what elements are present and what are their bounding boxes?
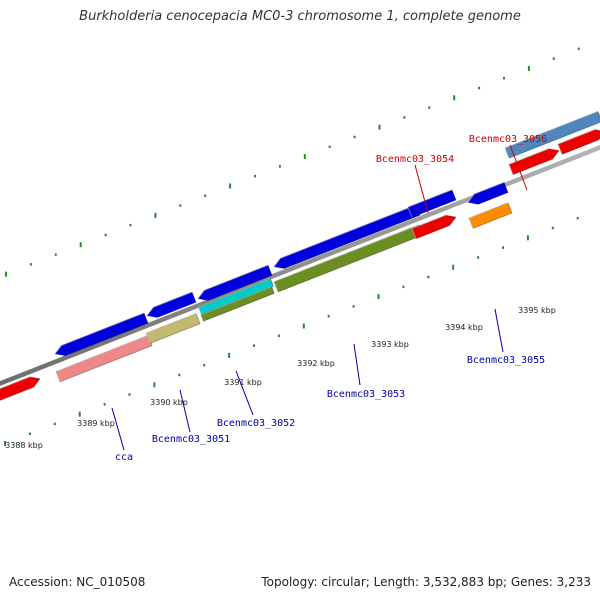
tick-marks xyxy=(4,47,580,447)
tick-label: 3394 kbp xyxy=(445,323,483,332)
cds-feature[interactable] xyxy=(145,312,201,344)
cds-feature[interactable] xyxy=(197,264,273,301)
gene-leader-line xyxy=(179,389,191,433)
gene-leader-line xyxy=(494,308,504,353)
backbone-line xyxy=(0,145,600,386)
tick-label: 3393 kbp xyxy=(371,340,409,349)
gene-leader-line xyxy=(414,164,429,214)
gene-label[interactable]: Bcenmc03_3052 xyxy=(217,418,295,429)
cds-feature[interactable] xyxy=(407,189,457,218)
map-title: Burkholderia cenocepacia MC0-3 chromosom… xyxy=(79,9,521,24)
tick-label: 3390 kbp xyxy=(150,398,188,407)
cds-feature[interactable] xyxy=(0,376,41,404)
cds-feature[interactable] xyxy=(199,286,275,322)
tick-label: 3389 kbp xyxy=(77,419,115,428)
cds-feature[interactable] xyxy=(508,148,560,175)
gene-label[interactable]: Bcenmc03_3053 xyxy=(327,389,405,400)
gene-label[interactable]: Bcenmc03_3054 xyxy=(376,154,454,165)
gene-features xyxy=(0,110,600,404)
gene-leader-line xyxy=(235,370,254,416)
gene-label[interactable]: Bcenmc03_3055 xyxy=(467,355,545,366)
accession-label: Accession: NC_010508 xyxy=(9,575,146,589)
cds-feature[interactable] xyxy=(504,110,600,159)
cds-feature[interactable] xyxy=(411,214,457,240)
cds-feature[interactable] xyxy=(468,202,513,229)
tick-labels: 3388 kbp 3389 kbp 3390 kbp 3391 kbp 3392 kbp… xyxy=(5,306,556,450)
cds-feature[interactable] xyxy=(54,312,149,357)
gene-leader-line xyxy=(353,343,361,386)
chromosome-backbone xyxy=(0,145,600,386)
tick-label: 3388 kbp xyxy=(5,441,43,450)
genome-summary: Topology: circular; Length: 3,532,883 bp… xyxy=(261,575,591,589)
tick-label: 3392 kbp xyxy=(297,359,335,368)
gene-leader-line xyxy=(509,144,528,191)
tick-label: 3391 kbp xyxy=(224,378,262,387)
cds-feature[interactable] xyxy=(146,291,197,318)
gene-labels: Bcenmc03_3054 Bcenmc03_3056 Bcenmc03_3055 B… xyxy=(111,134,547,463)
gene-label[interactable]: cca xyxy=(115,452,133,463)
cds-feature[interactable] xyxy=(467,181,509,205)
gene-label[interactable]: Bcenmc03_3056 xyxy=(469,134,547,145)
gene-leader-line xyxy=(111,407,125,451)
tick-label: 3395 kbp xyxy=(518,306,556,315)
cds-feature[interactable] xyxy=(273,224,424,293)
gene-label[interactable]: Bcenmc03_3051 xyxy=(152,434,230,445)
